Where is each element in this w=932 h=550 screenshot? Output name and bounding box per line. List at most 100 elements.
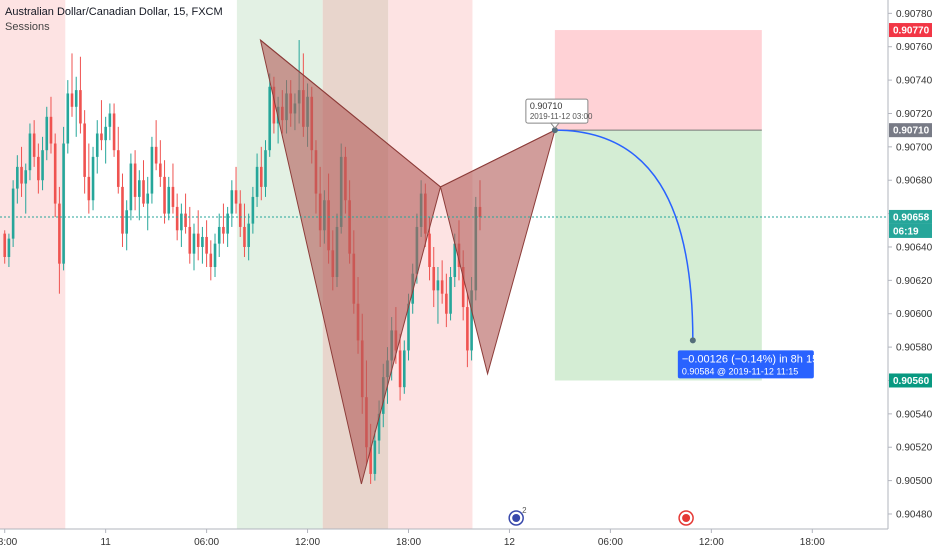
candle[interactable] [196,210,200,261]
candle[interactable] [230,180,234,227]
candle[interactable] [163,160,166,224]
candle[interactable] [251,186,255,234]
candle[interactable] [11,180,15,247]
harmonic-pattern[interactable] [259,38,556,485]
time-tick-label: 12:00 [295,537,320,548]
candle[interactable] [432,246,436,308]
candle[interactable] [184,193,187,234]
stop-price-tag[interactable]: 0.90770 [889,23,932,38]
projection-end-dot[interactable] [689,337,696,344]
candle[interactable] [95,120,99,174]
projection-arc[interactable] [554,129,694,341]
candle[interactable] [445,273,448,328]
candle[interactable] [91,146,95,211]
candle[interactable] [45,106,49,161]
candle-body [466,307,469,351]
candle[interactable] [20,146,23,197]
candle[interactable] [436,267,440,324]
candle[interactable] [87,143,91,214]
indicator-label[interactable]: Sessions [5,21,50,33]
candle[interactable] [449,267,452,321]
candle[interactable] [142,160,145,207]
candle[interactable] [125,200,128,251]
candle[interactable] [28,123,32,181]
candle[interactable] [268,73,272,157]
stop-loss-zone[interactable] [554,30,762,131]
price-axis-bg [888,0,932,550]
candle[interactable] [226,206,229,247]
candle[interactable] [112,103,116,157]
projection-start-dot[interactable] [551,127,558,134]
candle-body [125,210,128,234]
candle[interactable] [58,186,61,294]
candle[interactable] [133,150,137,211]
candle[interactable] [192,223,196,271]
candle[interactable] [373,430,377,481]
candle[interactable] [74,76,78,137]
candle[interactable] [238,190,242,237]
candle[interactable] [440,260,444,304]
event-icon-center [512,514,521,522]
candle[interactable] [159,140,162,187]
candle[interactable] [188,206,192,264]
candle[interactable] [100,100,103,151]
candle[interactable] [116,126,120,194]
candle[interactable] [104,116,107,164]
canada-event-icon[interactable] [678,510,694,526]
candle[interactable] [108,103,112,141]
candle[interactable] [24,163,28,214]
candle[interactable] [121,173,124,247]
candle[interactable] [180,203,183,247]
candle[interactable] [154,120,158,171]
candle[interactable] [32,120,36,167]
candle[interactable] [146,176,150,231]
candle[interactable] [49,96,53,154]
candle[interactable] [205,220,208,268]
bar-countdown-tag[interactable]: 06:19 [889,223,932,238]
candle[interactable] [234,166,238,214]
entry-price-tag[interactable]: 0.90710 [889,123,932,138]
candle[interactable] [243,203,246,257]
candle[interactable] [167,176,171,221]
candle[interactable] [129,153,133,221]
candle[interactable] [83,110,86,194]
candle-body [188,226,192,254]
candle[interactable] [70,53,74,117]
candle[interactable] [217,213,221,257]
current-price-tag[interactable]: 0.90658 [889,209,932,224]
candle[interactable] [3,230,7,264]
candle[interactable] [209,240,213,281]
candle-body [272,86,276,124]
candle[interactable] [150,136,154,204]
candle[interactable] [62,126,65,271]
candle[interactable] [66,80,70,154]
symbol-title[interactable]: Australian Dollar/Canadian Dollar, 15, F… [5,6,223,18]
candle[interactable] [398,333,402,401]
candle[interactable] [16,155,19,204]
candle[interactable] [7,233,11,268]
candle[interactable] [402,340,406,394]
candle[interactable] [41,136,44,191]
candle[interactable] [247,213,250,261]
take-profit-zone[interactable] [554,130,762,381]
candle[interactable] [466,293,469,368]
candle[interactable] [259,146,263,201]
candle[interactable] [222,203,225,244]
candle[interactable] [264,140,267,197]
candle[interactable] [201,226,204,264]
candle[interactable] [79,56,82,134]
target-price-tag[interactable]: 0.90560 [889,373,932,388]
candle[interactable] [53,133,57,217]
candle[interactable] [213,233,217,278]
candle[interactable] [138,170,141,221]
australia-event-icon[interactable]: 2 [508,506,527,526]
candle[interactable] [37,143,40,194]
candle[interactable] [255,153,259,207]
candle[interactable] [171,163,175,214]
